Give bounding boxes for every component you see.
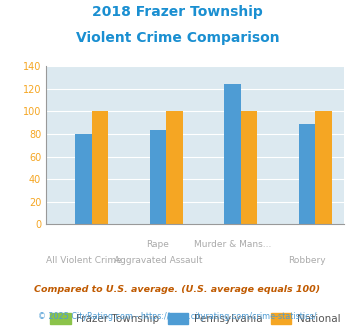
Bar (92, 111, 108, 224)
Bar (150, 130, 166, 224)
Text: Violent Crime Comparison: Violent Crime Comparison (76, 31, 279, 45)
Text: Robbery: Robbery (288, 256, 326, 265)
Bar (75, 134, 92, 224)
Text: © 2025 CityRating.com - https://www.cityrating.com/crime-statistics/: © 2025 CityRating.com - https://www.city… (38, 312, 317, 321)
Text: Aggravated Assault: Aggravated Assault (114, 256, 202, 265)
Bar (166, 111, 182, 224)
Bar (299, 124, 315, 224)
Text: All Violent Crime: All Violent Crime (45, 256, 121, 265)
Text: 2018 Frazer Township: 2018 Frazer Township (92, 5, 263, 19)
Bar (241, 111, 257, 224)
Legend: Frazer Township, Pennsylvania, National: Frazer Township, Pennsylvania, National (46, 309, 344, 328)
Bar (224, 84, 241, 224)
Bar (315, 111, 332, 224)
Text: Rape: Rape (147, 240, 169, 249)
Text: Murder & Mans...: Murder & Mans... (194, 240, 271, 249)
Text: Compared to U.S. average. (U.S. average equals 100): Compared to U.S. average. (U.S. average … (34, 285, 321, 294)
